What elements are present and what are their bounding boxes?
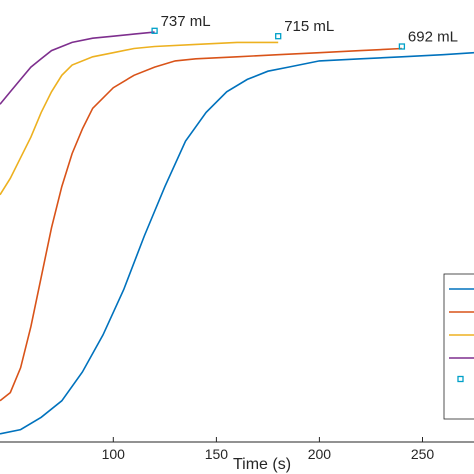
marker-layer: 737 mL 715 mL 692 mL: [151, 13, 458, 50]
endpoint-label-1: 737 mL: [161, 13, 211, 30]
legend: [443, 273, 474, 420]
x-axis-label: Time (s): [233, 456, 291, 473]
series-layer: [0, 31, 474, 435]
series-line-4: [0, 31, 155, 105]
series-line-3: [0, 41, 279, 196]
x-tick-label-200: 200: [308, 446, 332, 462]
endpoint-label-3: 692 mL: [408, 29, 458, 46]
series-line-1: [0, 51, 474, 435]
endpoint-label-2: 715 mL: [284, 18, 334, 35]
x-tick-label-150: 150: [205, 446, 229, 462]
tick-layer: 100 150 200 250: [102, 437, 435, 462]
x-tick-label-250: 250: [411, 446, 435, 462]
legend-swatch-marker: [457, 375, 464, 383]
endpoint-marker-2: [275, 33, 282, 40]
endpoint-marker-1: [151, 27, 158, 34]
endpoint-marker-3: [398, 43, 406, 50]
legend-box: [443, 273, 474, 420]
x-tick-label-100: 100: [102, 446, 126, 462]
legend-items: [449, 288, 474, 383]
series-line-2: [0, 47, 402, 402]
